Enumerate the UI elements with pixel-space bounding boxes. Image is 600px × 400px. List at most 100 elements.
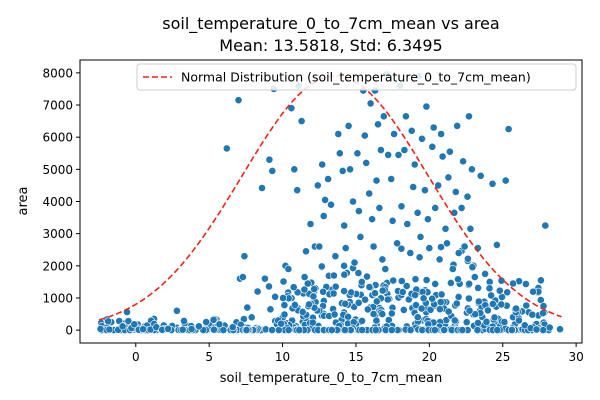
data-point bbox=[357, 277, 366, 286]
data-point bbox=[234, 96, 243, 105]
data-point bbox=[464, 294, 473, 303]
x-axis-label: soil_temperature_0_to_7cm_mean bbox=[220, 371, 442, 386]
data-point bbox=[321, 195, 329, 204]
data-point bbox=[209, 325, 218, 334]
scatter-points bbox=[96, 70, 564, 334]
data-point bbox=[104, 317, 113, 326]
data-point bbox=[441, 224, 450, 233]
data-point bbox=[512, 304, 520, 313]
y-tick-label: 1000 bbox=[42, 291, 73, 305]
data-point bbox=[407, 126, 416, 135]
data-point bbox=[436, 298, 445, 306]
data-point bbox=[298, 307, 307, 316]
x-tick-label: 30 bbox=[568, 350, 583, 364]
data-point bbox=[443, 239, 451, 248]
x-tick-label: 20 bbox=[422, 350, 437, 364]
data-point bbox=[194, 322, 203, 331]
data-point bbox=[279, 277, 288, 286]
data-point bbox=[265, 282, 273, 291]
data-point bbox=[541, 221, 550, 230]
data-point bbox=[253, 287, 262, 296]
data-point bbox=[331, 252, 340, 261]
data-point bbox=[429, 123, 438, 132]
data-point bbox=[247, 313, 256, 322]
data-point bbox=[358, 326, 367, 334]
data-point bbox=[504, 125, 513, 134]
data-point bbox=[422, 276, 431, 284]
data-point bbox=[425, 244, 434, 252]
data-point bbox=[503, 288, 512, 297]
data-point bbox=[228, 323, 237, 332]
data-point bbox=[397, 202, 406, 211]
data-point bbox=[334, 130, 343, 138]
data-point bbox=[431, 279, 440, 288]
data-point bbox=[315, 242, 324, 251]
data-point bbox=[413, 208, 422, 217]
data-point bbox=[243, 303, 252, 312]
data-point bbox=[242, 326, 251, 334]
y-tick-label: 7000 bbox=[42, 99, 73, 113]
data-point bbox=[280, 301, 289, 309]
data-point bbox=[258, 184, 266, 192]
data-point bbox=[376, 146, 385, 154]
data-point bbox=[507, 326, 516, 334]
data-point bbox=[368, 215, 376, 224]
data-point bbox=[344, 312, 352, 321]
data-point bbox=[448, 265, 457, 273]
data-point bbox=[539, 326, 547, 334]
data-point bbox=[366, 99, 375, 108]
data-point bbox=[454, 292, 463, 301]
data-point bbox=[374, 120, 382, 129]
data-point bbox=[260, 274, 269, 283]
x-tick-label: 25 bbox=[495, 350, 510, 364]
data-point bbox=[485, 284, 494, 293]
data-point bbox=[130, 320, 139, 329]
data-point bbox=[419, 294, 428, 303]
y-axis-label: area bbox=[16, 187, 31, 216]
data-point bbox=[295, 326, 304, 334]
data-point bbox=[509, 279, 517, 288]
data-point bbox=[287, 104, 296, 113]
data-point bbox=[394, 150, 403, 159]
data-point bbox=[488, 299, 497, 308]
data-point bbox=[487, 291, 495, 300]
data-point bbox=[238, 273, 247, 281]
data-point bbox=[416, 232, 425, 241]
data-point bbox=[434, 181, 443, 190]
data-point bbox=[422, 102, 431, 111]
data-point bbox=[411, 275, 420, 284]
data-point bbox=[363, 305, 372, 314]
data-point bbox=[463, 254, 472, 263]
data-point bbox=[437, 243, 445, 251]
data-point bbox=[490, 313, 499, 322]
data-point bbox=[319, 287, 327, 296]
data-point bbox=[522, 301, 531, 310]
data-point bbox=[346, 165, 354, 174]
data-point bbox=[341, 299, 350, 308]
data-point bbox=[329, 289, 338, 298]
data-point bbox=[341, 244, 350, 252]
y-tick-label: 3000 bbox=[42, 227, 73, 241]
data-point bbox=[318, 160, 327, 169]
data-point bbox=[300, 273, 309, 281]
data-point bbox=[393, 239, 401, 248]
data-point bbox=[500, 318, 509, 326]
data-point bbox=[180, 316, 188, 325]
y-tick-label: 2000 bbox=[42, 259, 73, 273]
data-point bbox=[139, 325, 147, 334]
data-point bbox=[545, 323, 554, 332]
data-point bbox=[96, 324, 105, 333]
data-point bbox=[460, 242, 469, 251]
data-point bbox=[399, 305, 408, 314]
data-point bbox=[450, 316, 459, 325]
data-point bbox=[413, 313, 422, 322]
data-point bbox=[350, 258, 359, 267]
data-point bbox=[556, 325, 564, 334]
data-point bbox=[300, 285, 309, 294]
data-point bbox=[360, 131, 369, 140]
data-point bbox=[417, 304, 426, 313]
data-point bbox=[372, 316, 381, 325]
data-point bbox=[340, 221, 349, 230]
data-point bbox=[164, 324, 172, 333]
data-point bbox=[289, 283, 298, 292]
